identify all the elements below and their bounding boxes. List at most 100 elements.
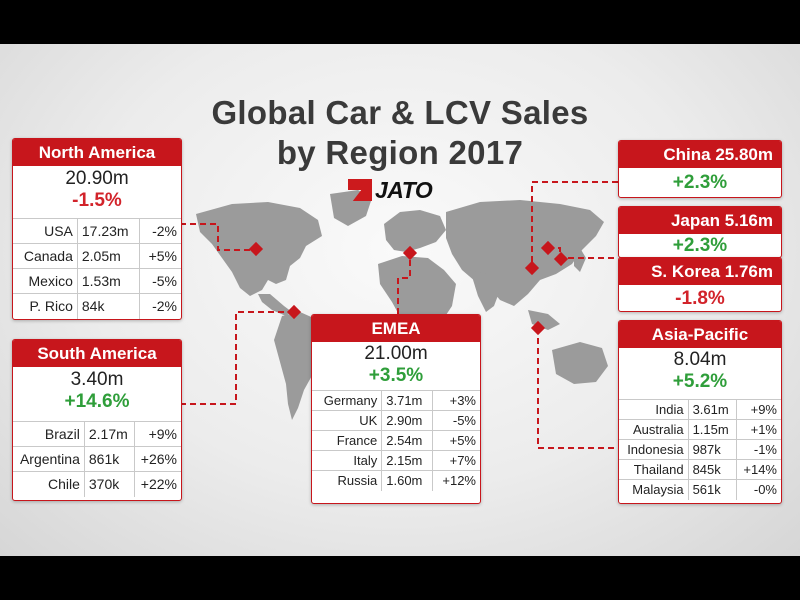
country-name: UK: [312, 410, 382, 431]
country-name: France: [312, 430, 382, 451]
infographic-frame: Global Car & LCV Sales by Region 2017 JA…: [0, 44, 800, 556]
sales-value: 17.23m: [76, 218, 140, 244]
sales-value: 987k: [687, 439, 737, 460]
sales-change: +22%: [133, 471, 181, 497]
region-change: +2.3%: [672, 172, 728, 193]
sales-value: 2.54m: [381, 430, 433, 451]
table-row: Thailand 845k +14%: [619, 459, 781, 480]
sales-value: 845k: [687, 459, 737, 480]
country-name: USA: [13, 218, 78, 244]
sales-change: +7%: [432, 450, 480, 471]
sales-value: 370k: [83, 471, 135, 497]
marker-emea: [402, 245, 418, 261]
country-name: Indonesia: [619, 439, 689, 460]
sales-value: 2.90m: [381, 410, 433, 431]
table-row: Brazil 2.17m +9%: [13, 421, 181, 447]
connector-emea: [397, 258, 411, 314]
table-row: UK 2.90m -5%: [312, 410, 480, 431]
region-change: -1.5%: [72, 190, 122, 211]
sales-change: +9%: [735, 399, 781, 420]
sales-change: -5%: [432, 410, 480, 431]
table-row: Chile 370k +22%: [13, 471, 181, 497]
table-row: Canada 2.05m +5%: [13, 243, 181, 269]
table-row: Australia 1.15m +1%: [619, 419, 781, 440]
sales-value: 3.71m: [381, 390, 433, 411]
continent-central-america: [258, 294, 292, 316]
sales-change: -2%: [139, 218, 181, 244]
sales-change: +1%: [735, 419, 781, 440]
country-table: USA 17.23m -2% Canada 2.05m +5% Mexico 1.53m -5%…: [13, 218, 181, 319]
region-change: +14.6%: [64, 391, 130, 412]
region-total: 3.40m: [70, 369, 124, 390]
sales-value: 561k: [687, 479, 737, 500]
region-change: +5.2%: [672, 371, 728, 392]
country-table: India 3.61m +9% Australia 1.15m +1% Indonesia 9…: [619, 399, 781, 500]
region-title: Japan 5.16m: [619, 207, 781, 234]
marker-korea: [540, 240, 556, 256]
sales-change: -0%: [735, 479, 781, 500]
sales-change: +26%: [133, 446, 181, 472]
country-name: Russia: [312, 470, 382, 491]
marker-north-america: [248, 241, 264, 257]
sales-value: 1.60m: [381, 470, 433, 491]
jato-logo-icon: [348, 179, 372, 201]
sales-change: -2%: [139, 293, 181, 319]
country-name: Malaysia: [619, 479, 689, 500]
sales-change: +5%: [139, 243, 181, 269]
table-row: France 2.54m +5%: [312, 430, 480, 451]
region-box-japan: Japan 5.16m +2.3%: [618, 206, 782, 258]
country-name: Brazil: [13, 421, 85, 447]
table-row: Germany 3.71m +3%: [312, 390, 480, 411]
sales-change: +12%: [432, 470, 480, 491]
sales-value: 84k: [76, 293, 140, 319]
marker-china: [524, 260, 540, 276]
region-box-korea: S. Korea 1.76m -1.8%: [618, 257, 782, 312]
sales-change: +3%: [432, 390, 480, 411]
country-table: Germany 3.71m +3% UK 2.90m -5% France 2.54m +5% I…: [312, 390, 480, 491]
sales-value: 2.17m: [83, 421, 135, 447]
continent-south-asia: [470, 270, 500, 312]
region-box-south-america: South America 3.40m +14.6% Brazil 2.17m +9…: [12, 339, 182, 501]
table-row: Indonesia 987k -1%: [619, 439, 781, 460]
sales-value: 3.61m: [687, 399, 737, 420]
region-box-asia-pacific: Asia-Pacific 8.04m +5.2% India 3.61m +9% Au…: [618, 320, 782, 504]
sales-change: -5%: [139, 268, 181, 294]
table-row: P. Rico 84k -2%: [13, 293, 181, 319]
sales-value: 1.53m: [76, 268, 140, 294]
connector-north-america: [180, 223, 256, 251]
region-box-emea: EMEA 21.00m +3.5% Germany 3.71m +3% UK 2.90m…: [311, 314, 481, 504]
connector-asia-pacific: [537, 328, 618, 449]
sales-change: +9%: [133, 421, 181, 447]
country-name: Canada: [13, 243, 78, 269]
country-name: P. Rico: [13, 293, 78, 319]
region-total: 20.90m: [65, 168, 129, 189]
marker-japan: [553, 251, 569, 267]
country-name: India: [619, 399, 689, 420]
connector-south-america: [180, 311, 294, 405]
connector-lines: [180, 181, 618, 449]
region-change: -1.8%: [675, 288, 725, 309]
country-name: Chile: [13, 471, 85, 497]
sales-value: 2.15m: [381, 450, 433, 471]
sales-change: -1%: [735, 439, 781, 460]
table-row: Argentina 861k +26%: [13, 446, 181, 472]
region-box-china: China 25.80m +2.3%: [618, 140, 782, 198]
continent-europe: [384, 210, 446, 252]
region-title: China 25.80m: [619, 141, 781, 168]
table-row: Russia 1.60m +12%: [312, 470, 480, 491]
continent-australia: [552, 342, 608, 384]
region-title: North America: [13, 139, 181, 166]
region-total: 8.04m: [673, 349, 727, 370]
sales-value: 1.15m: [687, 419, 737, 440]
country-table: Brazil 2.17m +9% Argentina 861k +26% Chile 370k…: [13, 421, 181, 497]
region-title: EMEA: [312, 315, 480, 342]
marker-south-america: [286, 304, 302, 320]
region-title: S. Korea 1.76m: [619, 258, 781, 285]
country-name: Mexico: [13, 268, 78, 294]
table-row: India 3.61m +9%: [619, 399, 781, 420]
marker-asia-pacific: [530, 320, 546, 336]
sales-value: 2.05m: [76, 243, 140, 269]
jato-logo-text: JATO: [375, 176, 433, 203]
table-row: Mexico 1.53m -5%: [13, 268, 181, 294]
country-name: Australia: [619, 419, 689, 440]
